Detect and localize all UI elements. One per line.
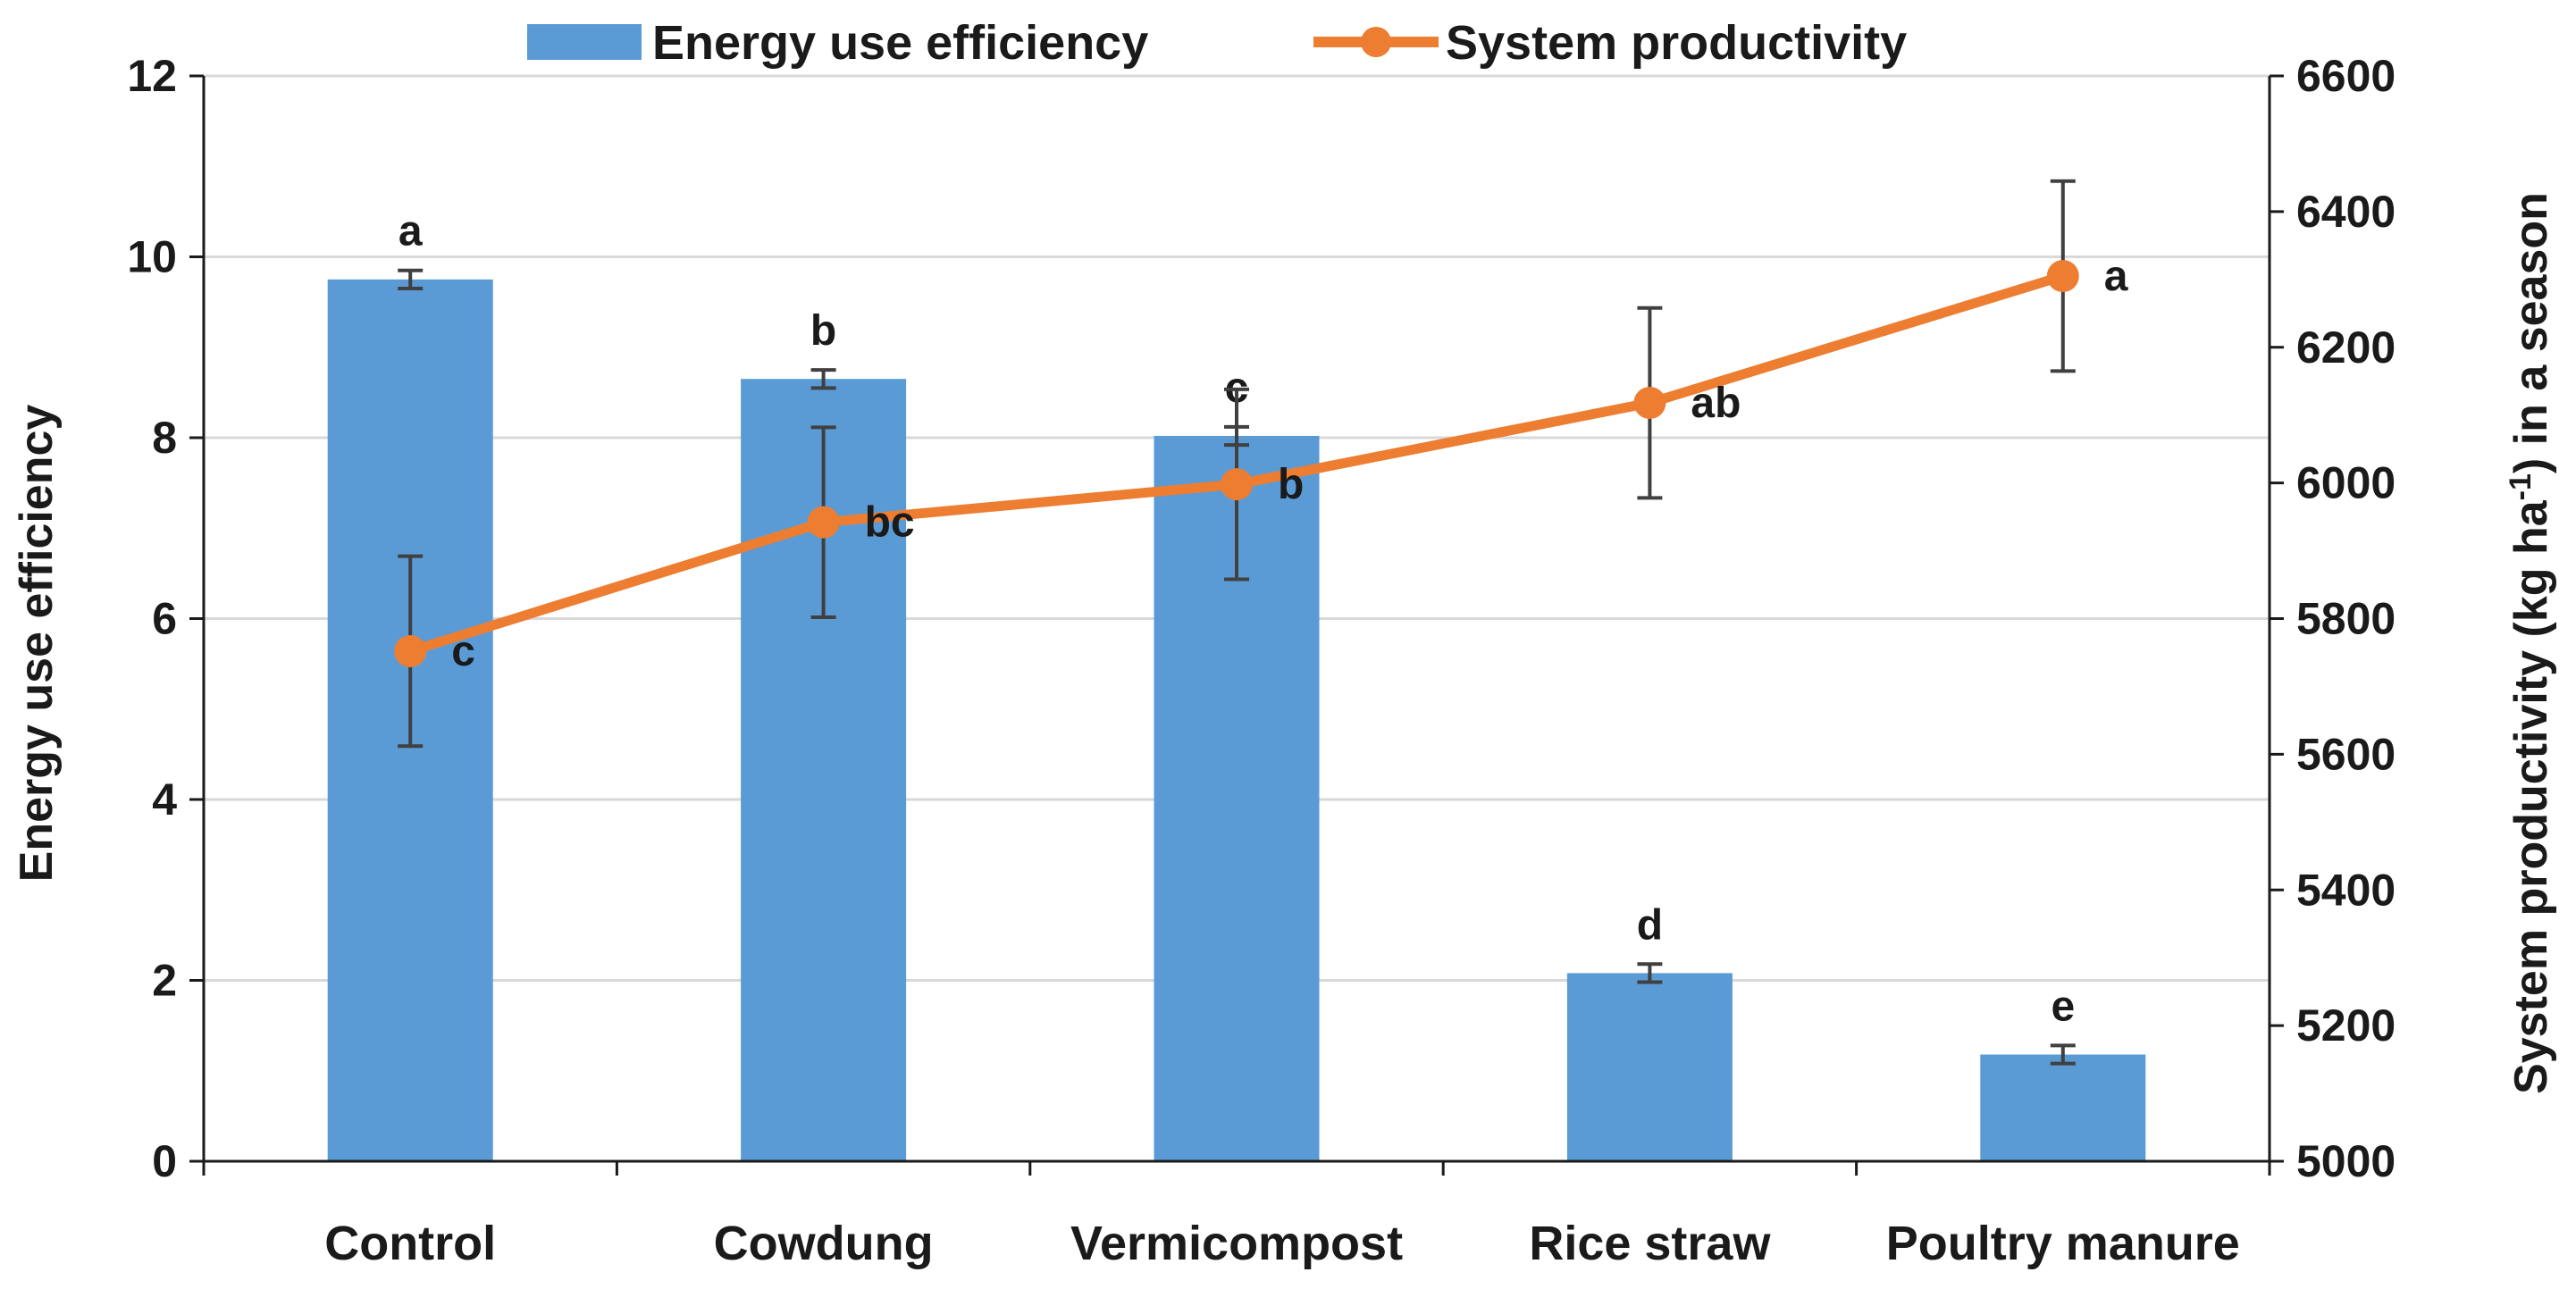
x-tick-label: Cowdung: [714, 1217, 934, 1270]
y-right-tick-label: 5400: [2296, 865, 2396, 915]
x-tick-label: Rice straw: [1529, 1217, 1771, 1270]
bar: [1980, 1054, 2146, 1161]
y-right-title-sup: -1: [2504, 473, 2538, 500]
axes: 0 2 4 6 8 10 12 5000 5200 5400 5600 5800 6000 6200 640…: [127, 51, 2396, 1270]
x-tick-label: Vermicompost: [1070, 1217, 1403, 1270]
legend: Energy use efficiency System productivit…: [527, 16, 1907, 70]
line-significance-label: c: [451, 628, 475, 675]
bar-significance-label: b: [810, 307, 836, 355]
line-point: [2046, 260, 2079, 293]
line-point: [807, 506, 840, 539]
legend-label-productivity: System productivity: [1446, 16, 1907, 70]
bar: [1566, 973, 1733, 1161]
y-right-title-main: System productivity (kg ha: [2505, 499, 2557, 1094]
y-right-tick-label: 6600: [2296, 51, 2396, 101]
bar-series: abcde: [327, 208, 2146, 1162]
line-significance-label: ab: [1691, 380, 1741, 427]
y-left-tick-label: 4: [152, 774, 177, 824]
bar-significance-label: e: [2051, 983, 2075, 1030]
line-point: [1633, 387, 1666, 420]
line-point: [1221, 468, 1253, 501]
y-left-tick-label: 2: [152, 956, 177, 1006]
x-tick-label: Control: [324, 1217, 496, 1270]
line-point: [394, 634, 427, 667]
legend-marker: [1361, 27, 1391, 57]
y-left-tick-label: 0: [152, 1136, 177, 1186]
y-right-tick-label: 6000: [2296, 458, 2396, 508]
y-right-title-end: ) in a season: [2505, 192, 2557, 473]
line-significance-label: a: [2104, 253, 2128, 300]
y-right-tick-label: 5600: [2296, 729, 2396, 779]
y-right-tick-label: 5800: [2296, 594, 2396, 644]
y-left-tick-label: 6: [152, 594, 177, 644]
y-left-axis-title: Energy use efficiency: [11, 405, 63, 883]
bar-significance-label: d: [1637, 901, 1663, 949]
y-left-tick-label: 12: [127, 51, 177, 101]
line-significance-label: b: [1278, 461, 1304, 508]
line-significance-label: bc: [865, 499, 915, 547]
legend-swatch-bar: [527, 24, 642, 60]
y-right-tick-label: 6200: [2296, 322, 2396, 372]
y-right-tick-label: 6400: [2296, 187, 2396, 237]
legend-label-energy: Energy use efficiency: [652, 16, 1148, 70]
y-right-tick-label: 5000: [2296, 1136, 2396, 1186]
x-tick-label: Poultry manure: [1886, 1217, 2240, 1270]
y-left-tick-label: 8: [152, 413, 177, 463]
y-left-tick-label: 10: [127, 232, 177, 282]
bar-significance-label: a: [399, 208, 423, 255]
y-right-tick-label: 5200: [2296, 1000, 2396, 1050]
y-right-axis-title: System productivity (kg ha-1) in a seaso…: [2504, 192, 2557, 1094]
